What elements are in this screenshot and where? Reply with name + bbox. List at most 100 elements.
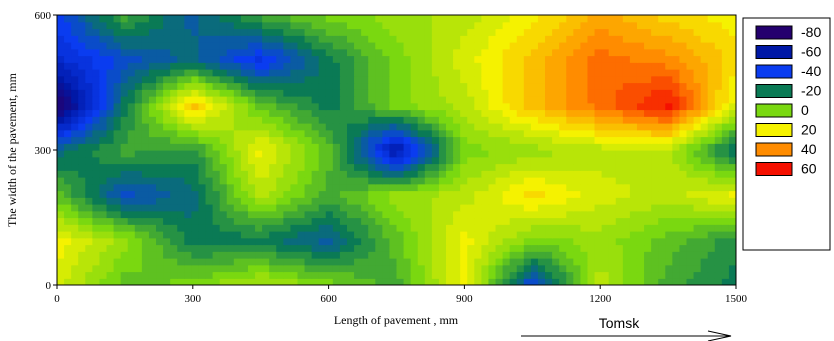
contour-cell: [728, 217, 736, 225]
contour-cell: [502, 116, 511, 124]
contour-cell: [156, 217, 164, 225]
contour-cell: [184, 123, 192, 131]
contour-cell: [240, 15, 249, 23]
contour-cell: [346, 28, 355, 36]
contour-cell: [184, 89, 192, 97]
contour-cell: [488, 75, 497, 84]
contour-cell: [424, 109, 433, 117]
contour-cell: [85, 123, 93, 131]
contour-cell: [247, 35, 256, 43]
contour-cell: [537, 183, 546, 192]
contour-cell: [354, 21, 362, 30]
contour-cell: [658, 89, 666, 97]
contour-cell: [629, 264, 638, 273]
contour-cell: [156, 96, 164, 104]
contour-cell: [99, 224, 108, 232]
contour-cell: [177, 136, 185, 144]
contour-cell: [247, 210, 256, 219]
contour-cell: [728, 15, 736, 23]
contour-cell: [120, 109, 129, 117]
contour-cell: [339, 183, 348, 192]
contour-cell: [728, 102, 736, 111]
contour-cell: [163, 35, 171, 43]
contour-cell: [587, 183, 596, 192]
contour-cell: [170, 278, 178, 285]
contour-cell: [495, 237, 504, 246]
contour-cell: [481, 224, 490, 232]
contour-cell: [184, 82, 192, 90]
contour-cell: [332, 89, 341, 97]
contour-cell: [594, 15, 603, 23]
contour-cell: [332, 278, 341, 285]
contour-cell: [467, 177, 475, 185]
contour-cell: [665, 21, 673, 30]
contour-cell: [57, 89, 65, 97]
contour-cell: [113, 28, 122, 36]
contour-cell: [226, 190, 235, 198]
contour-cell: [693, 163, 702, 171]
contour-cell: [332, 15, 341, 23]
contour-cell: [311, 210, 320, 219]
contour-cell: [375, 62, 383, 70]
contour-cell: [106, 102, 115, 111]
x-tick-label: 300: [185, 293, 202, 305]
contour-cell: [262, 264, 270, 273]
contour-cell: [523, 136, 532, 144]
contour-cell: [622, 231, 631, 239]
contour-cell: [205, 69, 214, 77]
contour-cell: [78, 96, 86, 104]
contour-cell: [417, 190, 426, 198]
contour-cell: [85, 102, 93, 111]
contour-cell: [594, 143, 603, 151]
contour-cell: [304, 15, 313, 23]
contour-cell: [509, 123, 518, 131]
contour-cell: [566, 224, 574, 232]
contour-cell: [608, 55, 617, 63]
contour-cell: [283, 210, 291, 219]
contour-cell: [262, 183, 270, 192]
contour-cell: [537, 163, 546, 171]
contour-cell: [446, 231, 454, 239]
contour-cell: [304, 251, 313, 259]
contour-cell: [57, 129, 65, 138]
contour-cell: [276, 35, 284, 43]
contour-cell: [644, 278, 652, 285]
contour-cell: [325, 278, 334, 285]
contour-cell: [417, 62, 426, 70]
contour-cell: [460, 217, 468, 225]
contour-cell: [481, 150, 490, 158]
contour-cell: [530, 42, 539, 50]
contour-cell: [64, 28, 72, 36]
contour-cell: [453, 75, 461, 84]
contour-cell: [156, 278, 164, 285]
contour-cell: [170, 224, 178, 232]
contour-cell: [205, 271, 214, 279]
contour-cell: [453, 278, 461, 285]
contour-cell: [728, 258, 736, 266]
direction-annotation: Tomsk: [521, 315, 732, 341]
contour-cell: [113, 48, 122, 57]
contour-cell: [325, 75, 334, 84]
contour-cell: [92, 109, 101, 117]
contour-cell: [424, 89, 433, 97]
contour-cell: [304, 62, 313, 70]
contour-cell: [516, 123, 525, 131]
contour-cell: [184, 69, 192, 77]
contour-cell: [622, 156, 631, 165]
contour-cell: [651, 75, 659, 84]
legend-label: -60: [801, 44, 821, 60]
contour-cell: [233, 123, 242, 131]
contour-cell: [148, 251, 157, 259]
contour-cell: [488, 231, 497, 239]
contour-cell: [601, 75, 610, 84]
contour-cell: [481, 109, 490, 117]
contour-cell: [57, 102, 65, 111]
contour-cell: [382, 271, 391, 279]
contour-cell: [453, 28, 461, 36]
contour-cell: [460, 116, 468, 124]
contour-cell: [552, 251, 560, 259]
contour-cell: [170, 190, 178, 198]
contour-cell: [78, 136, 86, 144]
contour-cell: [219, 177, 228, 185]
contour-cell: [629, 55, 638, 63]
